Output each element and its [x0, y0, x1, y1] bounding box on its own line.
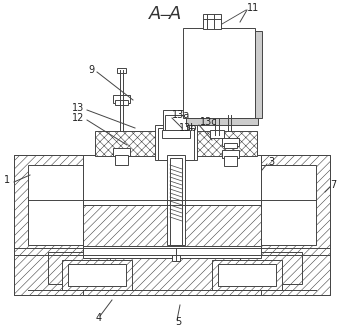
Text: 9: 9 [88, 65, 94, 75]
Text: 12: 12 [72, 113, 84, 123]
Bar [255, 31, 262, 118]
Bar [240, 252, 302, 284]
Bar [222, 150, 239, 158]
Bar [224, 156, 237, 166]
Text: 13: 13 [72, 103, 84, 113]
Bar [113, 95, 130, 103]
Text: 4: 4 [96, 313, 102, 323]
Bar [83, 155, 261, 255]
Bar [203, 14, 221, 29]
Bar [167, 155, 185, 245]
Text: $A$: $A$ [148, 5, 162, 23]
Bar [113, 148, 130, 156]
Text: 13b: 13b [179, 123, 197, 133]
Bar [95, 131, 257, 156]
Bar [14, 155, 330, 295]
Bar [115, 100, 128, 105]
Bar [14, 155, 330, 295]
Text: 7: 7 [330, 180, 336, 190]
Bar [218, 264, 276, 286]
Bar [186, 118, 258, 125]
Bar [170, 158, 182, 245]
Bar [155, 125, 197, 160]
Bar [261, 165, 316, 245]
Bar [163, 110, 189, 130]
Text: 13c: 13c [200, 117, 218, 127]
Bar [62, 260, 132, 290]
Text: 3: 3 [268, 157, 274, 167]
Bar [222, 138, 239, 146]
Bar [212, 260, 282, 290]
Bar [83, 248, 261, 258]
Bar [165, 115, 187, 130]
Bar [115, 155, 128, 165]
Bar [117, 68, 126, 73]
Bar [83, 205, 261, 295]
Bar [48, 252, 110, 284]
Text: $-$: $-$ [159, 6, 172, 22]
Text: 1: 1 [4, 175, 10, 185]
Bar [172, 255, 180, 261]
Bar [68, 264, 126, 286]
Text: $A$: $A$ [168, 5, 182, 23]
Text: 13a: 13a [172, 110, 190, 120]
Bar [210, 130, 224, 138]
Bar [224, 143, 237, 148]
Bar [183, 28, 255, 118]
Text: 5: 5 [175, 317, 181, 327]
Bar [158, 128, 194, 160]
Bar [83, 246, 261, 258]
Bar [162, 130, 190, 138]
Text: 11: 11 [247, 3, 259, 13]
Bar [28, 165, 83, 245]
